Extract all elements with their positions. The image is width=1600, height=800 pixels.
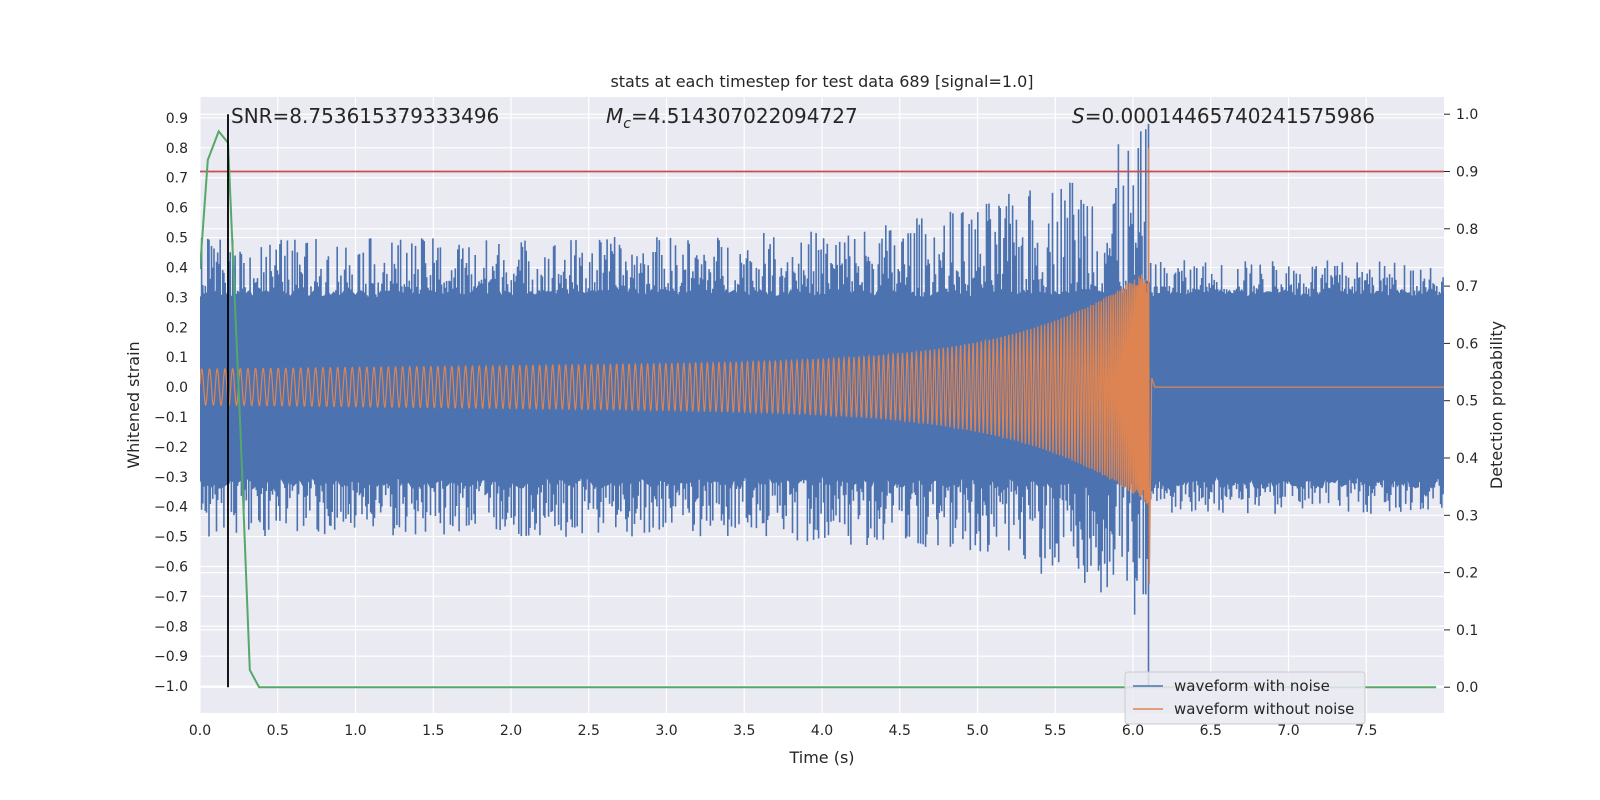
significance-annotation: S=0.00014465740241575986 xyxy=(1072,104,1375,128)
y2-tick-label: 0.9 xyxy=(1456,164,1478,180)
y2-tick-label: 0.2 xyxy=(1456,566,1478,582)
y-tick-label: −0.5 xyxy=(154,530,188,546)
y-tick-label: 0.6 xyxy=(166,201,188,217)
x-tick-label: 5.0 xyxy=(966,723,988,739)
y2-tick-label: 0.0 xyxy=(1456,680,1478,696)
x-tick-label: 4.5 xyxy=(889,723,911,739)
x-tick-label: 0.0 xyxy=(189,723,211,739)
y-tick-label: −0.2 xyxy=(154,440,188,456)
x-tick-label: 4.0 xyxy=(811,723,833,739)
y-tick-label: −1.0 xyxy=(154,679,188,695)
y2-tick-label: 0.7 xyxy=(1456,279,1478,295)
y-tick-label: 0.1 xyxy=(166,350,188,366)
y-tick-label: 0.9 xyxy=(166,111,188,127)
y-tick-label: 0.2 xyxy=(166,320,188,336)
legend-label-clean: waveform without noise xyxy=(1174,700,1354,718)
y2-tick-label: 0.8 xyxy=(1456,222,1478,238)
y-axis-label: Whitened strain xyxy=(124,341,143,468)
x-tick-label: 1.0 xyxy=(344,723,366,739)
legend-label-noise: waveform with noise xyxy=(1174,677,1330,695)
x-tick-label: 5.5 xyxy=(1044,723,1066,739)
y-tick-label: 0.0 xyxy=(166,380,188,396)
snr-annotation: SNR=8.753615379333496 xyxy=(231,104,499,128)
chirp-mass-annotation: Mc=4.514307022094727 xyxy=(606,104,858,132)
x-axis-ticks: 0.0 0.5 1.0 1.5 2.0 2.5 3.0 3.5 4.0 4.5 5.0 5.5 6.0 6… xyxy=(189,723,1378,739)
legend: waveform with noise waveform without noi… xyxy=(1124,671,1366,725)
x-tick-label: 1.5 xyxy=(422,723,444,739)
y-tick-label: 0.4 xyxy=(166,260,188,276)
y-tick-label: 0.3 xyxy=(166,290,188,306)
x-tick-label: 3.0 xyxy=(655,723,677,739)
y-tick-label: −0.1 xyxy=(154,410,188,426)
y-tick-label: −0.7 xyxy=(154,589,188,605)
detection-probability-line xyxy=(200,129,1437,689)
clean-waveform xyxy=(200,147,1444,585)
y2-tick-label: 0.1 xyxy=(1456,623,1478,639)
y-tick-label: 0.8 xyxy=(166,141,188,157)
x-tick-label: 2.5 xyxy=(578,723,600,739)
y2-axis-label: Detection probability xyxy=(1487,321,1506,489)
significance-value: =0.00014465740241575986 xyxy=(1085,104,1375,128)
x-axis-label: Time (s) xyxy=(788,748,854,767)
chirp-mass-value: =4.514307022094727 xyxy=(631,104,858,128)
x-tick-label: 2.0 xyxy=(500,723,522,739)
x-tick-label: 6.0 xyxy=(1122,723,1144,739)
y2-tick-label: 0.6 xyxy=(1456,336,1478,352)
y-tick-label: 0.7 xyxy=(166,171,188,187)
y2-tick-label: 0.4 xyxy=(1456,451,1478,467)
y-tick-label: −0.9 xyxy=(154,649,188,665)
x-tick-label: 7.0 xyxy=(1277,723,1299,739)
y-tick-label: −0.3 xyxy=(154,470,188,486)
y-tick-label: −0.6 xyxy=(154,559,188,575)
legend-box xyxy=(1124,671,1366,725)
significance-symbol: S xyxy=(1072,104,1085,128)
x-tick-label: 7.5 xyxy=(1355,723,1377,739)
y-tick-label: −0.8 xyxy=(154,619,188,635)
y2-axis-ticks: 1.0 0.9 0.8 0.7 0.6 0.5 0.4 0.3 0.2 0.1 0.0 xyxy=(1444,107,1478,696)
chart-title: stats at each timestep for test data 689… xyxy=(610,72,1033,91)
x-tick-label: 3.5 xyxy=(733,723,755,739)
y2-tick-label: 0.3 xyxy=(1456,508,1478,524)
chirp-mass-symbol: M xyxy=(606,104,623,128)
chirp-mass-subscript: c xyxy=(623,116,631,132)
y-tick-label: 0.5 xyxy=(166,231,188,247)
y-tick-label: −0.4 xyxy=(154,500,188,516)
x-tick-label: 0.5 xyxy=(267,723,289,739)
y2-tick-label: 0.5 xyxy=(1456,394,1478,410)
y2-tick-label: 1.0 xyxy=(1456,107,1478,123)
x-tick-label: 6.5 xyxy=(1200,723,1222,739)
y-axis-ticks: 0.9 0.8 0.7 0.6 0.5 0.4 0.3 0.2 0.1 0.0 −0.1 −0.2 −0… xyxy=(154,111,188,695)
